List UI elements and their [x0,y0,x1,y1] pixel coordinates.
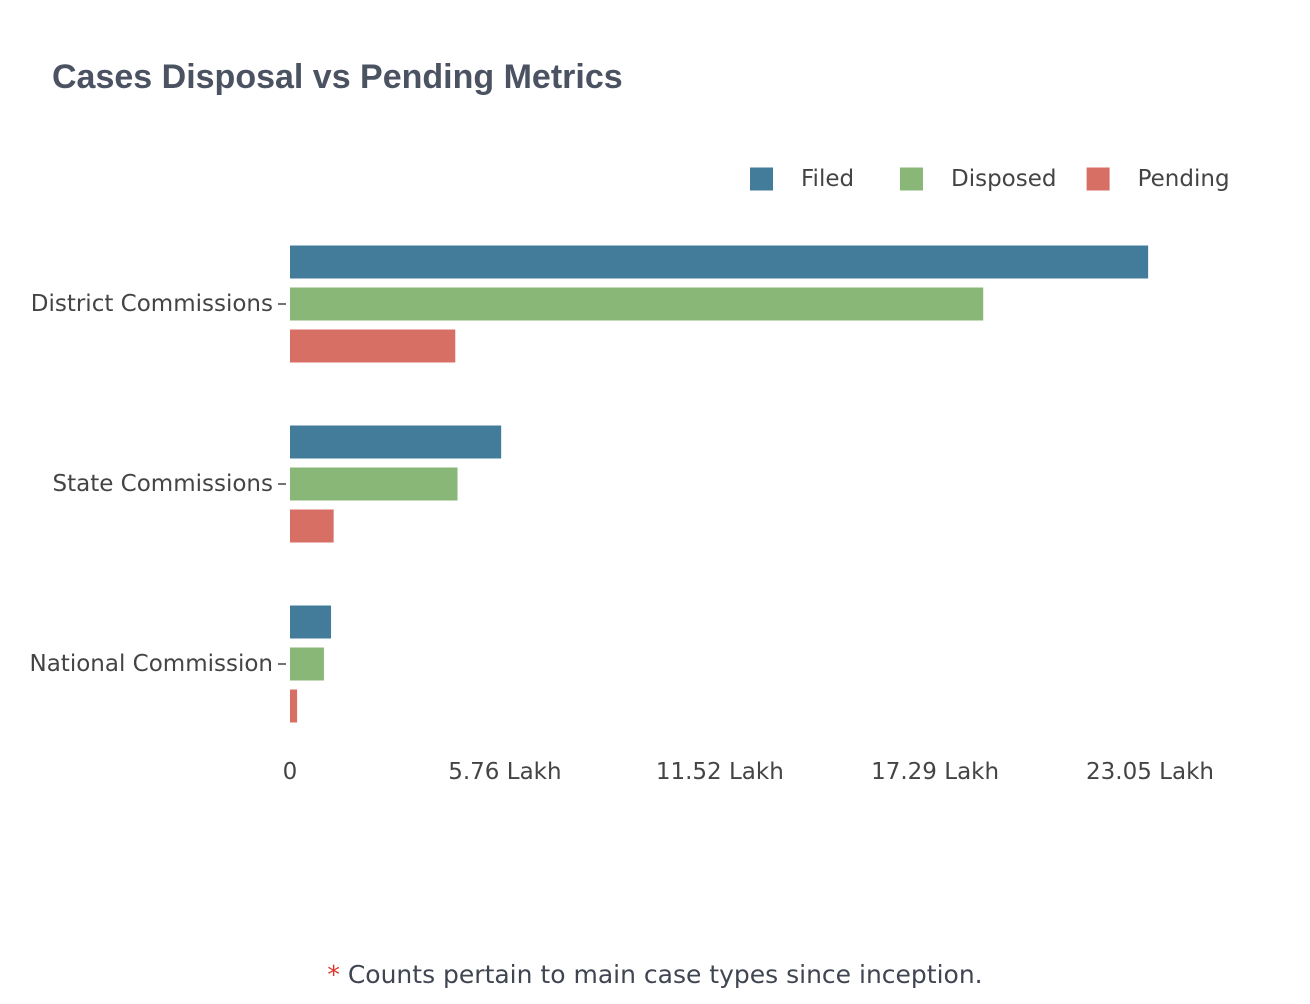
legend-swatch-pending [1086,167,1110,191]
bar-pending-national-commission[interactable] [290,689,298,723]
bar-disposed-state-commissions[interactable] [290,467,458,501]
bars-group [290,245,1149,723]
x-tick-label: 11.52 Lakh [656,759,784,785]
legend-item-filed[interactable]: Filed [750,166,854,192]
legend-swatch-disposed [900,167,923,191]
legend-label-pending: Pending [1138,166,1230,192]
bar-filed-state-commissions[interactable] [290,425,502,459]
y-axis: District Commissions State Commissions Nat… [30,291,286,677]
legend-label-disposed: Disposed [951,166,1057,192]
footnote-text: Counts pertain to main case types since … [339,960,983,989]
footnote: * Counts pertain to main case types sinc… [0,960,1310,989]
bar-disposed-district-commissions[interactable] [290,287,984,321]
x-tick-label: 23.05 Lakh [1086,759,1214,785]
chart-canvas: Filed Disposed Pending District Commission… [30,166,1230,785]
bar-filed-district-commissions[interactable] [290,245,1149,279]
legend-label-filed: Filed [801,166,854,192]
x-tick-label: 5.76 Lakh [448,759,561,785]
legend-item-pending[interactable]: Pending [1086,166,1230,192]
x-tick-label: 17.29 Lakh [871,759,999,785]
bar-filed-national-commission[interactable] [290,605,332,639]
x-axis: 0 5.76 Lakh 11.52 Lakh 17.29 Lakh 23.05 Lakh [283,759,1214,785]
legend-swatch-filed [750,167,773,191]
y-tick-label-state-commissions: State Commissions [52,471,273,497]
footnote-marker: * [327,960,340,989]
bar-pending-state-commissions[interactable] [290,509,334,543]
chart-title: Cases Disposal vs Pending Metrics [52,58,623,96]
y-tick-label-district-commissions: District Commissions [31,291,273,317]
bar-disposed-national-commission[interactable] [290,647,324,681]
legend-item-disposed[interactable]: Disposed [900,166,1057,192]
x-tick-label: 0 [283,759,298,785]
bar-pending-district-commissions[interactable] [290,329,456,363]
legend[interactable]: Filed Disposed Pending [750,166,1230,192]
y-tick-label-national-commission: National Commission [30,651,274,677]
